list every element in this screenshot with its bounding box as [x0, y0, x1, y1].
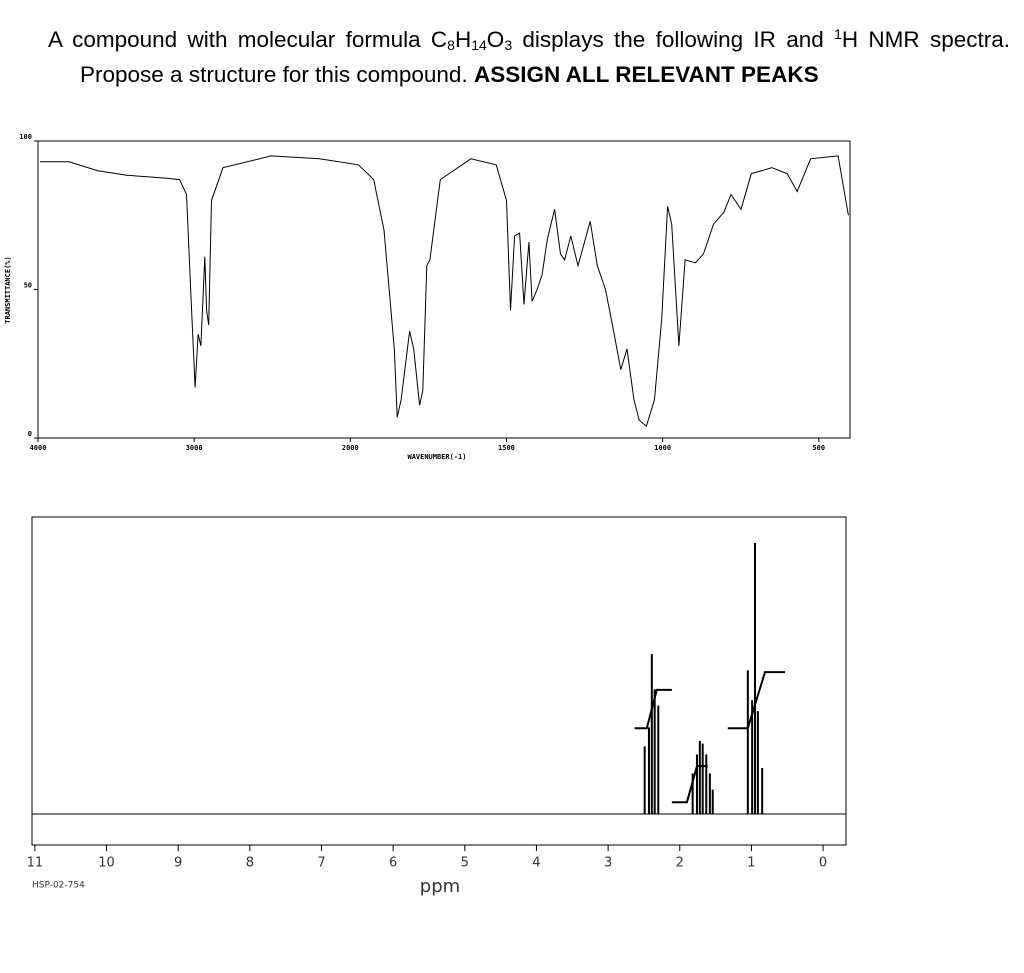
text: 8	[447, 37, 455, 53]
x-axis-label: WAVENUMBER(-1)	[407, 453, 466, 461]
spectrum-id: HSP-02-754	[32, 881, 85, 891]
x-tick-label: 9	[174, 856, 182, 871]
x-tick-label: 1500	[498, 444, 515, 452]
x-tick-label: 1	[747, 856, 755, 871]
x-tick-label: 3	[604, 856, 612, 871]
text: A compound with molecular formula C	[48, 27, 448, 52]
x-tick-label: 0	[819, 856, 827, 871]
text: ASSIGN ALL RELEVANT PEAKS	[473, 62, 819, 87]
x-tick-label: 4000	[30, 444, 47, 452]
integral	[671, 765, 708, 804]
x-tick-label: 8	[246, 856, 254, 871]
ir-trace	[39, 155, 849, 427]
y-tick-label: 0	[28, 430, 32, 438]
text: 3	[504, 37, 513, 53]
y-axis-label: TRANSMITTANCE(%)	[4, 256, 12, 323]
text: displays the following IR and	[512, 27, 835, 52]
nmr-frame	[31, 516, 847, 846]
x-tick-label: 7	[317, 856, 325, 871]
text: 14	[471, 37, 487, 53]
question: A compound with molecular formula C8H14O…	[48, 20, 1010, 89]
x-tick-label: 500	[812, 444, 825, 452]
x-tick-label: 3000	[186, 444, 203, 452]
text: H	[454, 27, 472, 52]
x-tick-label: 6	[389, 856, 397, 871]
x-tick-label: 10	[98, 856, 115, 871]
x-axis-label: ppm	[420, 876, 460, 897]
text: 1	[834, 26, 842, 42]
y-tick-label: 50	[24, 282, 32, 290]
integral	[634, 688, 672, 730]
text: O	[486, 27, 505, 52]
x-tick-label: 2000	[342, 444, 359, 452]
integral	[727, 671, 786, 730]
ir-frame	[37, 140, 851, 439]
x-tick-label: 2	[676, 856, 684, 871]
x-tick-label: 11	[27, 856, 44, 871]
x-tick-label: 5	[461, 856, 469, 871]
y-tick-label: 100	[19, 133, 32, 141]
x-tick-label: 1000	[654, 444, 671, 452]
text: H NMR spectra. Propose a structure for t…	[80, 27, 1011, 87]
x-tick-label: 4	[532, 856, 540, 871]
